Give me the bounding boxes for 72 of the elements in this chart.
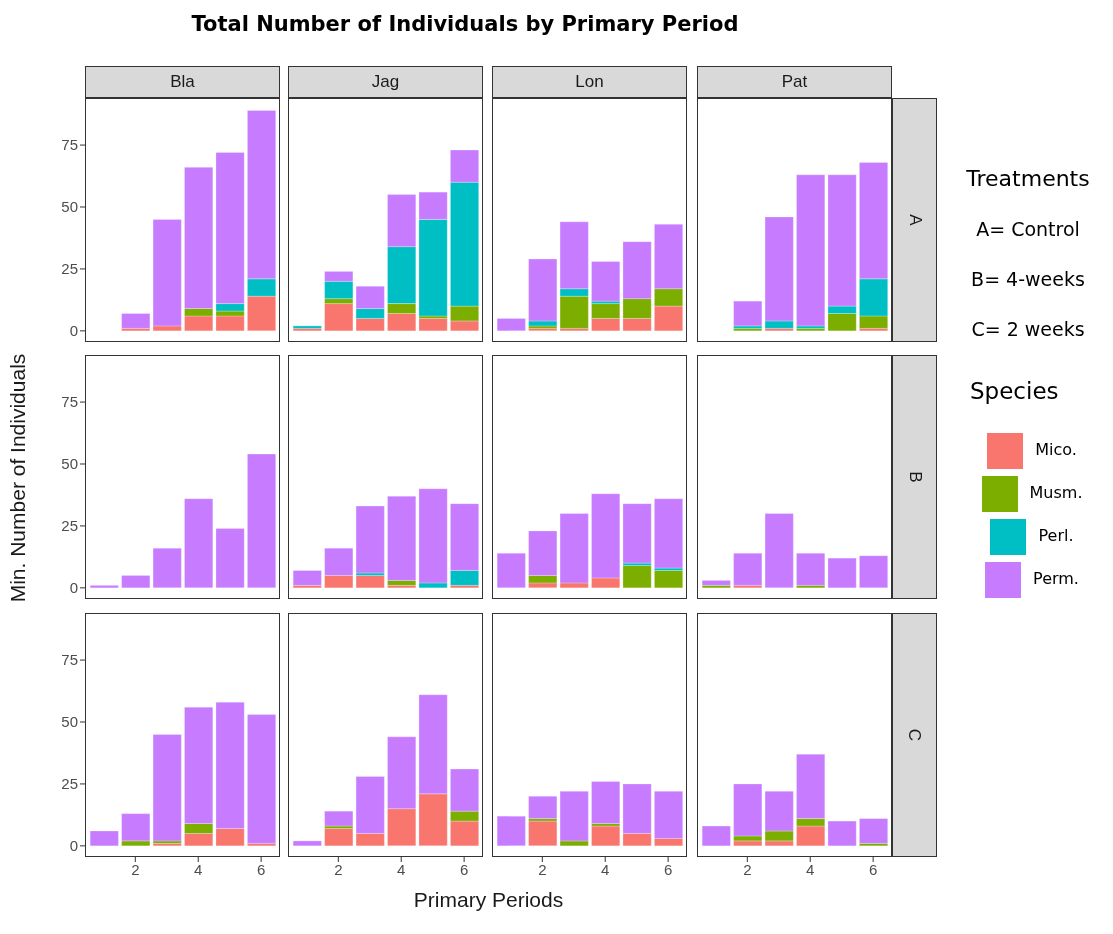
bar	[247, 453, 276, 589]
bar	[654, 498, 683, 569]
legend-label: Perm.	[1033, 569, 1079, 588]
x-tick-label: 2	[538, 860, 547, 878]
bar	[89, 585, 119, 589]
y-tick-label: 50	[61, 455, 78, 473]
bar	[796, 174, 826, 327]
y-tick-label: 75	[61, 136, 78, 154]
y-tick-label: 75	[61, 651, 78, 669]
bar	[292, 840, 322, 847]
bar	[215, 315, 245, 332]
text: Treatments	[965, 166, 1091, 191]
y-tick-label: 25	[61, 775, 78, 793]
text: A	[904, 214, 925, 226]
legend-title: Species	[970, 378, 1059, 404]
bar	[796, 552, 826, 586]
chart-title: Pat	[697, 66, 892, 98]
bar	[496, 552, 526, 589]
x-tick-label: 4	[194, 860, 203, 878]
bar	[591, 781, 621, 824]
bar	[827, 557, 857, 589]
text: B= 4-weeks	[970, 268, 1086, 290]
y-tick-label: 25	[61, 517, 78, 535]
legend-label: Mico.	[1035, 440, 1077, 459]
x-axis-title: Primary Periods	[412, 888, 565, 912]
text: C= 2 weeks	[970, 318, 1086, 340]
y-axis-title: Min. Number of Individuals	[6, 352, 30, 605]
chart-title: Bla	[85, 66, 280, 98]
bar	[184, 498, 214, 589]
y-tick-label: 75	[61, 393, 78, 411]
y-tick-label: 0	[69, 579, 78, 597]
bar	[496, 318, 526, 332]
x-tick-label: 4	[601, 860, 610, 878]
bar	[418, 318, 448, 332]
y-tick-label: 25	[61, 260, 78, 278]
bar	[859, 555, 888, 589]
bar	[827, 820, 857, 847]
bar	[292, 570, 322, 586]
x-tick-label: 2	[334, 860, 343, 878]
text: Total Number of Individuals by Primary Period	[190, 12, 740, 36]
bar	[387, 585, 417, 589]
bar	[701, 580, 731, 586]
bar	[654, 570, 683, 589]
bar	[247, 714, 276, 844]
bar	[591, 825, 621, 847]
y-tick-label: 0	[69, 322, 78, 340]
x-tick-label: 4	[397, 860, 406, 878]
y-tick-label: 50	[61, 198, 78, 216]
text: A= Control	[975, 218, 1081, 240]
bar	[859, 818, 888, 844]
legend-label: Perl.	[1038, 526, 1074, 545]
bar	[89, 830, 119, 847]
legend-label: Musm.	[1029, 483, 1083, 502]
chart-title: Lon	[492, 66, 687, 98]
x-tick-label: 6	[459, 860, 469, 878]
x-tick-label: 2	[131, 860, 140, 878]
bar	[622, 503, 652, 564]
text: B	[904, 471, 925, 483]
bar	[496, 815, 526, 847]
x-tick-label: 6	[256, 860, 266, 878]
y-tick-label: 50	[61, 713, 78, 731]
chart-title: Jag	[288, 66, 483, 98]
x-tick-label: 2	[743, 860, 752, 878]
y-tick-label: 0	[69, 837, 78, 855]
bar	[591, 261, 621, 302]
x-tick-label: 4	[806, 860, 815, 878]
x-tick-label: 6	[663, 860, 673, 878]
bar	[701, 825, 731, 847]
bar	[215, 528, 245, 589]
bar	[622, 565, 652, 589]
x-tick-label: 6	[868, 860, 878, 878]
text: C	[904, 728, 925, 742]
